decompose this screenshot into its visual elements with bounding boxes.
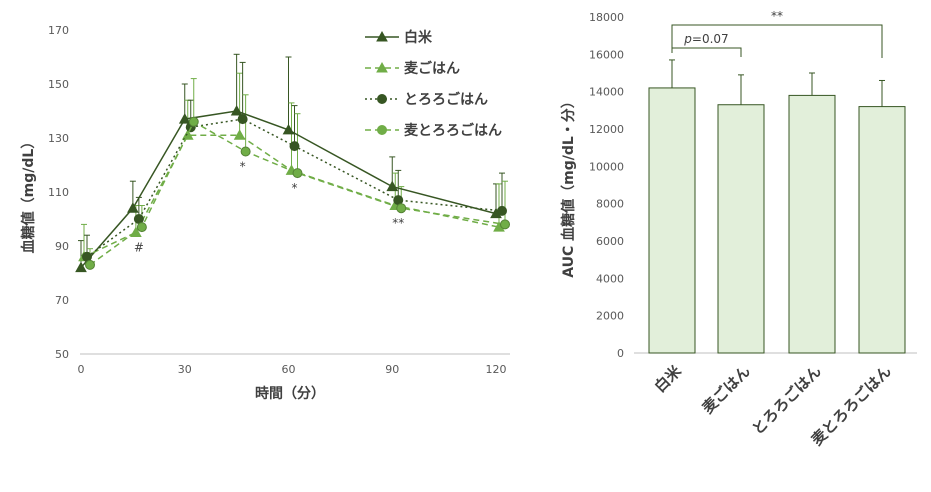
legend-label: 白米 xyxy=(404,29,433,46)
series-point xyxy=(230,104,243,116)
bar-y-tick-label: 12000 xyxy=(589,123,624,136)
series-point xyxy=(75,261,87,273)
bar xyxy=(788,94,836,354)
significance-label: ** xyxy=(771,9,783,23)
series-point xyxy=(237,114,248,125)
legend-marker xyxy=(377,94,387,104)
line-y-tick-label: 90 xyxy=(55,240,69,253)
line-x-tick-label: 0 xyxy=(78,363,85,376)
line-annotation: * xyxy=(292,181,298,195)
series-point xyxy=(233,129,246,140)
series-point xyxy=(130,226,142,237)
bar-y-tick-label: 2000 xyxy=(596,310,624,323)
legend-label: とろろごはん xyxy=(404,91,488,108)
significance-bracket xyxy=(671,47,742,57)
significance-label-italic: p xyxy=(683,32,692,46)
line-annotation: * xyxy=(240,160,246,174)
significance-label: p=0.07 xyxy=(683,32,728,46)
line-x-tick-label: 60 xyxy=(282,363,296,376)
bar-y-axis-title: AUC 血糖値（mg/dL・分） xyxy=(560,94,577,278)
bar-bars xyxy=(648,87,906,354)
line-y-tick-label: 130 xyxy=(48,132,69,145)
bar-y-tick-label: 16000 xyxy=(589,48,624,61)
bar-chart: AUC 血糖値（mg/dL・分） 0 2000 4000 6000 8000 10000 1… xyxy=(560,9,917,449)
series-point xyxy=(178,113,191,124)
bar-y-tick-label: 6000 xyxy=(596,235,624,248)
line-x-tick-label: 90 xyxy=(385,363,399,376)
series-point xyxy=(386,180,399,192)
bar-significance-brackets: p=0.07 ** xyxy=(671,9,883,58)
bar-y-tick-label: 10000 xyxy=(589,160,624,173)
line-y-axis-title: 血糖値（mg/dL） xyxy=(20,135,37,254)
series-point xyxy=(282,123,295,135)
series-point xyxy=(181,129,194,140)
series-point xyxy=(396,203,407,214)
series-point xyxy=(240,146,251,157)
bar-y-tick-label: 18000 xyxy=(589,11,624,24)
series-point xyxy=(136,222,147,233)
line-y-tick-label: 110 xyxy=(48,186,69,199)
line-chart: 血糖値（mg/dL） 時間（分） 50 70 90 110 130 150 170 0 30 6… xyxy=(20,24,510,402)
line-x-axis-title: 時間（分） xyxy=(255,385,325,402)
series-point xyxy=(188,116,199,127)
legend-marker xyxy=(376,30,388,42)
bar-category-label: とろろごはん xyxy=(748,362,824,438)
series-point xyxy=(500,219,510,230)
significance-label-rest: =0.07 xyxy=(692,32,729,46)
significance-bracket xyxy=(671,24,883,58)
line-y-tick-label: 50 xyxy=(55,348,69,361)
legend-label: 麦とろろごはん xyxy=(404,122,502,139)
line-y-tick-label: 170 xyxy=(48,24,69,37)
line-y-tick-label: 70 xyxy=(55,294,69,307)
line-y-tick-labels: 50 70 90 110 130 150 170 xyxy=(48,24,69,361)
bar-y-tick-label: 8000 xyxy=(596,198,624,211)
line-annotation: ** xyxy=(392,216,404,230)
bar xyxy=(648,87,696,354)
series-point xyxy=(497,205,507,216)
series-point xyxy=(289,141,300,152)
line-series-group xyxy=(75,104,510,273)
bar-category-label: 麦ごはん xyxy=(699,362,754,417)
bar-error-bars xyxy=(669,59,885,107)
line-annotation: # xyxy=(134,241,144,255)
bar-category-label: 白米 xyxy=(651,361,686,396)
line-x-tick-label: 120 xyxy=(486,363,507,376)
significance-label-rest: ** xyxy=(771,9,783,23)
bar xyxy=(717,104,765,354)
legend-marker xyxy=(377,125,387,135)
series-point xyxy=(292,168,303,179)
bar-y-tick-label: 14000 xyxy=(589,86,624,99)
line-x-tick-labels: 0 30 60 90 120 xyxy=(78,363,507,376)
bar-y-tick-labels: 0 2000 4000 6000 8000 10000 12000 14000 16000 180… xyxy=(589,11,624,360)
series-point xyxy=(127,202,139,213)
line-y-tick-label: 150 xyxy=(48,78,69,91)
line-x-tick-label: 30 xyxy=(178,363,192,376)
line-error-bars xyxy=(78,53,508,268)
series-point xyxy=(85,259,95,270)
bar-y-tick-label: 4000 xyxy=(596,272,624,285)
legend-label: 麦ごはん xyxy=(404,60,460,77)
line-annotations: #**** xyxy=(134,160,404,255)
bar xyxy=(858,106,906,354)
bar-y-tick-label: 0 xyxy=(617,347,624,360)
legend-marker xyxy=(376,61,388,73)
